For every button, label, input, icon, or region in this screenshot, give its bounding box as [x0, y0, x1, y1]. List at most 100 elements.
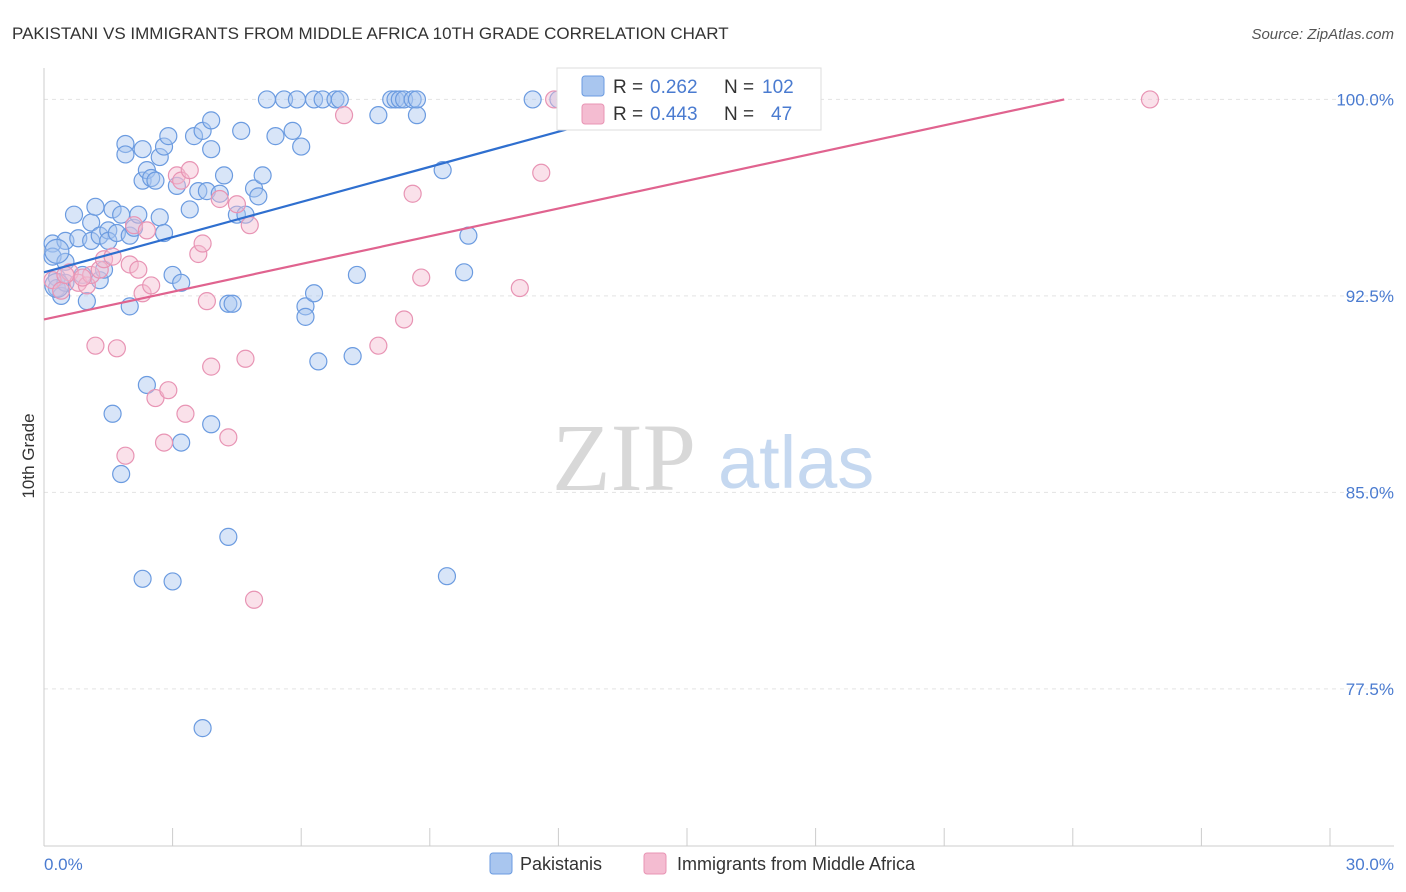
data-point — [180, 161, 199, 180]
data-point — [523, 90, 542, 109]
data-point — [154, 137, 174, 156]
data-point — [103, 404, 122, 423]
data-point — [193, 719, 212, 738]
data-point — [159, 381, 178, 400]
data-point — [86, 336, 105, 355]
stats-swatch-middle-africa — [581, 103, 605, 125]
data-point-large — [44, 238, 70, 264]
data-point — [236, 349, 255, 368]
data-point — [437, 567, 457, 586]
data-point — [176, 404, 195, 423]
data-point — [227, 195, 246, 214]
data-point — [120, 255, 139, 274]
data-point — [172, 433, 191, 452]
stats-n-label-middle-africa: N = — [724, 104, 754, 125]
data-point — [202, 111, 221, 130]
data-point — [532, 163, 551, 182]
stats-n-value-middle-africa: 47 — [771, 104, 792, 125]
legend-label-middle-africa: Immigrants from Middle Africa — [677, 854, 916, 874]
y-tick-label: 92.5% — [1346, 287, 1394, 306]
data-point — [403, 184, 422, 203]
stats-r-value-pakistanis: 0.262 — [650, 77, 698, 98]
data-point — [150, 147, 169, 167]
y-tick-labels: 100.0% 92.5% 85.0% 77.5% — [1336, 90, 1394, 698]
data-point — [103, 247, 122, 266]
data-point — [154, 433, 174, 452]
data-point — [407, 106, 427, 125]
data-point — [334, 106, 354, 125]
data-point — [112, 464, 131, 484]
legend: Pakistanis Immigrants from Middle Africa — [489, 852, 916, 875]
watermark-zip: ZIP — [552, 404, 696, 511]
data-point — [210, 184, 229, 203]
data-point — [103, 200, 122, 219]
data-point — [73, 268, 92, 287]
x-tick-label: 30.0% — [1346, 855, 1394, 874]
data-point — [240, 216, 259, 235]
data-point — [326, 90, 345, 109]
data-point — [172, 273, 191, 292]
data-point — [223, 294, 242, 313]
legend-swatch-pakistanis — [489, 852, 513, 875]
data-point — [343, 347, 362, 366]
y-tick-label: 85.0% — [1346, 483, 1394, 502]
data-point — [232, 121, 251, 140]
series-middle-africa-points — [43, 90, 1160, 609]
data-point — [77, 292, 96, 311]
y-tick-label: 77.5% — [1346, 680, 1394, 699]
data-point — [244, 590, 264, 609]
data-point — [137, 375, 156, 395]
data-point — [287, 90, 307, 109]
data-point — [189, 244, 208, 264]
stats-n-label-pakistanis: N = — [724, 77, 754, 98]
y-tick-label: 100.0% — [1336, 90, 1394, 109]
data-point — [347, 265, 367, 285]
stats-swatch-pakistanis — [581, 75, 605, 97]
data-point — [394, 310, 414, 329]
series-pakistanis-points — [43, 90, 628, 738]
data-point — [107, 339, 126, 358]
data-point — [142, 276, 161, 295]
data-point — [137, 221, 156, 240]
data-point — [129, 260, 148, 279]
legend-label-pakistanis: Pakistanis — [520, 854, 602, 874]
stats-r-label-pakistanis: R = — [613, 77, 643, 98]
data-point — [214, 166, 234, 185]
data-point — [510, 278, 529, 298]
data-point — [193, 234, 212, 253]
data-point — [433, 161, 452, 180]
data-point — [52, 281, 71, 300]
x-tick-labels: 0.0% 30.0% — [44, 855, 1394, 874]
data-point — [219, 428, 238, 447]
data-point — [219, 527, 238, 546]
data-point — [412, 268, 431, 287]
data-point — [64, 205, 84, 224]
data-point — [202, 140, 221, 159]
data-point — [146, 171, 165, 190]
data-point — [219, 294, 238, 313]
y-axis-label: 10th Grade — [19, 413, 38, 498]
data-point — [369, 336, 388, 355]
watermark-atlas: atlas — [718, 421, 874, 504]
data-point — [257, 90, 277, 109]
data-point — [407, 90, 427, 109]
data-point — [283, 121, 302, 140]
data-point — [249, 187, 268, 206]
data-point — [454, 263, 474, 282]
data-point — [159, 127, 178, 146]
data-point — [309, 352, 328, 371]
legend-swatch-middle-africa — [643, 852, 667, 875]
stats-n-value-pakistanis: 102 — [762, 77, 794, 98]
data-point — [86, 197, 105, 216]
chart-source: Source: ZipAtlas.com — [1251, 26, 1394, 43]
data-point — [163, 572, 182, 591]
data-point — [184, 127, 204, 146]
data-point — [296, 297, 315, 316]
data-point — [90, 260, 109, 279]
data-point — [116, 134, 135, 154]
chart-title: PAKISTANI VS IMMIGRANTS FROM MIDDLE AFRI… — [12, 24, 729, 43]
data-point — [116, 145, 135, 164]
data-point — [304, 284, 324, 303]
x-tick-label: 0.0% — [44, 855, 83, 874]
